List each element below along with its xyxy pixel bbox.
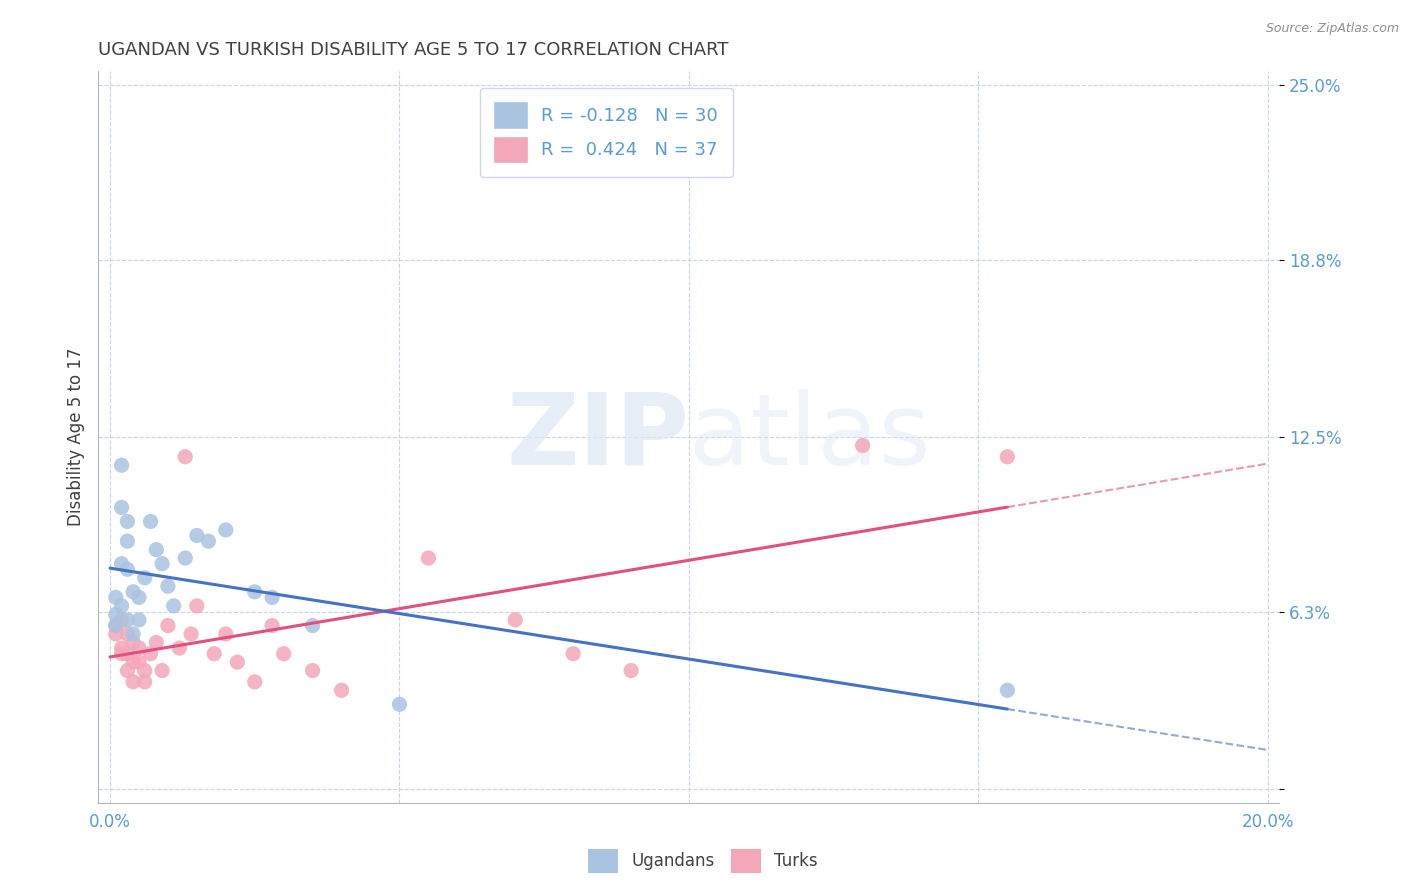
Point xyxy=(301,618,323,632)
Point xyxy=(122,584,145,599)
Point xyxy=(301,664,323,678)
Point xyxy=(128,591,150,605)
Point xyxy=(226,655,249,669)
Point xyxy=(122,627,145,641)
Point xyxy=(995,450,1018,464)
Point xyxy=(117,627,139,641)
Point xyxy=(117,515,139,529)
Point xyxy=(262,591,284,605)
Point xyxy=(110,647,132,661)
Point xyxy=(110,458,132,473)
Point xyxy=(110,613,132,627)
Point xyxy=(104,627,127,641)
Point xyxy=(128,641,150,656)
Text: Source: ZipAtlas.com: Source: ZipAtlas.com xyxy=(1265,22,1399,36)
Point xyxy=(503,613,526,627)
Point xyxy=(104,618,127,632)
Legend: Ugandans, Turks: Ugandans, Turks xyxy=(581,842,825,880)
Point xyxy=(128,655,150,669)
Point xyxy=(117,664,139,678)
Y-axis label: Disability Age 5 to 17: Disability Age 5 to 17 xyxy=(66,348,84,526)
Point xyxy=(202,647,225,661)
Text: ZIP: ZIP xyxy=(506,389,689,485)
Point xyxy=(243,584,266,599)
Point xyxy=(134,674,156,689)
Point xyxy=(156,618,179,632)
Point xyxy=(150,664,173,678)
Point xyxy=(110,641,132,656)
Point xyxy=(620,664,643,678)
Point xyxy=(243,674,266,689)
Point xyxy=(122,655,145,669)
Point xyxy=(330,683,353,698)
Point xyxy=(186,528,208,542)
Point xyxy=(388,698,411,712)
Point xyxy=(122,674,145,689)
Point xyxy=(117,613,139,627)
Point xyxy=(174,551,197,566)
Point xyxy=(110,599,132,613)
Point xyxy=(150,557,173,571)
Point xyxy=(273,647,295,661)
Text: UGANDAN VS TURKISH DISABILITY AGE 5 TO 17 CORRELATION CHART: UGANDAN VS TURKISH DISABILITY AGE 5 TO 1… xyxy=(98,41,728,59)
Point xyxy=(174,450,197,464)
Point xyxy=(128,613,150,627)
Point xyxy=(418,551,440,566)
Point xyxy=(145,635,167,649)
Point xyxy=(169,641,191,656)
Point xyxy=(156,579,179,593)
Point xyxy=(995,683,1018,698)
Point xyxy=(104,591,127,605)
Point xyxy=(197,534,219,549)
Point xyxy=(139,515,162,529)
Point xyxy=(104,607,127,622)
Point xyxy=(215,523,238,537)
Point xyxy=(134,664,156,678)
Point xyxy=(122,635,145,649)
Point xyxy=(117,647,139,661)
Point xyxy=(145,542,167,557)
Point xyxy=(134,571,156,585)
Point xyxy=(262,618,284,632)
Point xyxy=(104,618,127,632)
Point xyxy=(110,557,132,571)
Point xyxy=(117,562,139,576)
Point xyxy=(163,599,186,613)
Text: atlas: atlas xyxy=(689,389,931,485)
Legend: R = -0.128   N = 30, R =  0.424   N = 37: R = -0.128 N = 30, R = 0.424 N = 37 xyxy=(479,87,733,177)
Point xyxy=(139,647,162,661)
Point xyxy=(215,627,238,641)
Point xyxy=(186,599,208,613)
Point xyxy=(117,534,139,549)
Point xyxy=(110,500,132,515)
Point xyxy=(852,438,875,452)
Point xyxy=(180,627,202,641)
Point xyxy=(562,647,585,661)
